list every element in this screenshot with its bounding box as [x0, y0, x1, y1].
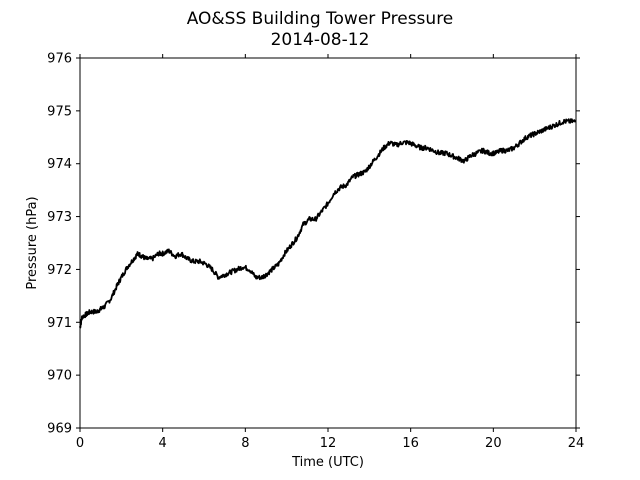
y-tick-label: 971	[47, 316, 72, 331]
y-tick-label: 974	[47, 157, 72, 172]
x-tick-label: 24	[568, 436, 585, 451]
y-tick-label: 972	[47, 263, 72, 278]
x-axis: 0 4 8 12 16 20 24	[76, 54, 584, 451]
y-tick-label: 976	[47, 52, 72, 67]
x-tick-label: 12	[320, 436, 337, 451]
plot-area	[79, 118, 577, 329]
x-tick-label: 0	[76, 436, 84, 451]
y-axis: 969 970 971 972 973 974 975 976	[47, 52, 580, 437]
pressure-series-line	[79, 118, 577, 329]
plot-frame	[79, 57, 577, 429]
y-tick-label: 973	[47, 210, 72, 225]
chart-title: AO&SS Building Tower Pressure	[187, 9, 454, 29]
x-tick-label: 16	[402, 436, 419, 451]
x-tick-label: 4	[159, 436, 167, 451]
chart-subtitle: 2014-08-12	[271, 30, 370, 50]
x-tick-label: 8	[241, 436, 249, 451]
y-tick-label: 969	[47, 422, 72, 437]
x-tick-label: 20	[485, 436, 502, 451]
y-axis-label: Pressure (hPa)	[25, 196, 40, 289]
x-axis-label: Time (UTC)	[291, 455, 364, 470]
y-tick-label: 975	[47, 104, 72, 119]
y-tick-label: 970	[47, 369, 72, 384]
